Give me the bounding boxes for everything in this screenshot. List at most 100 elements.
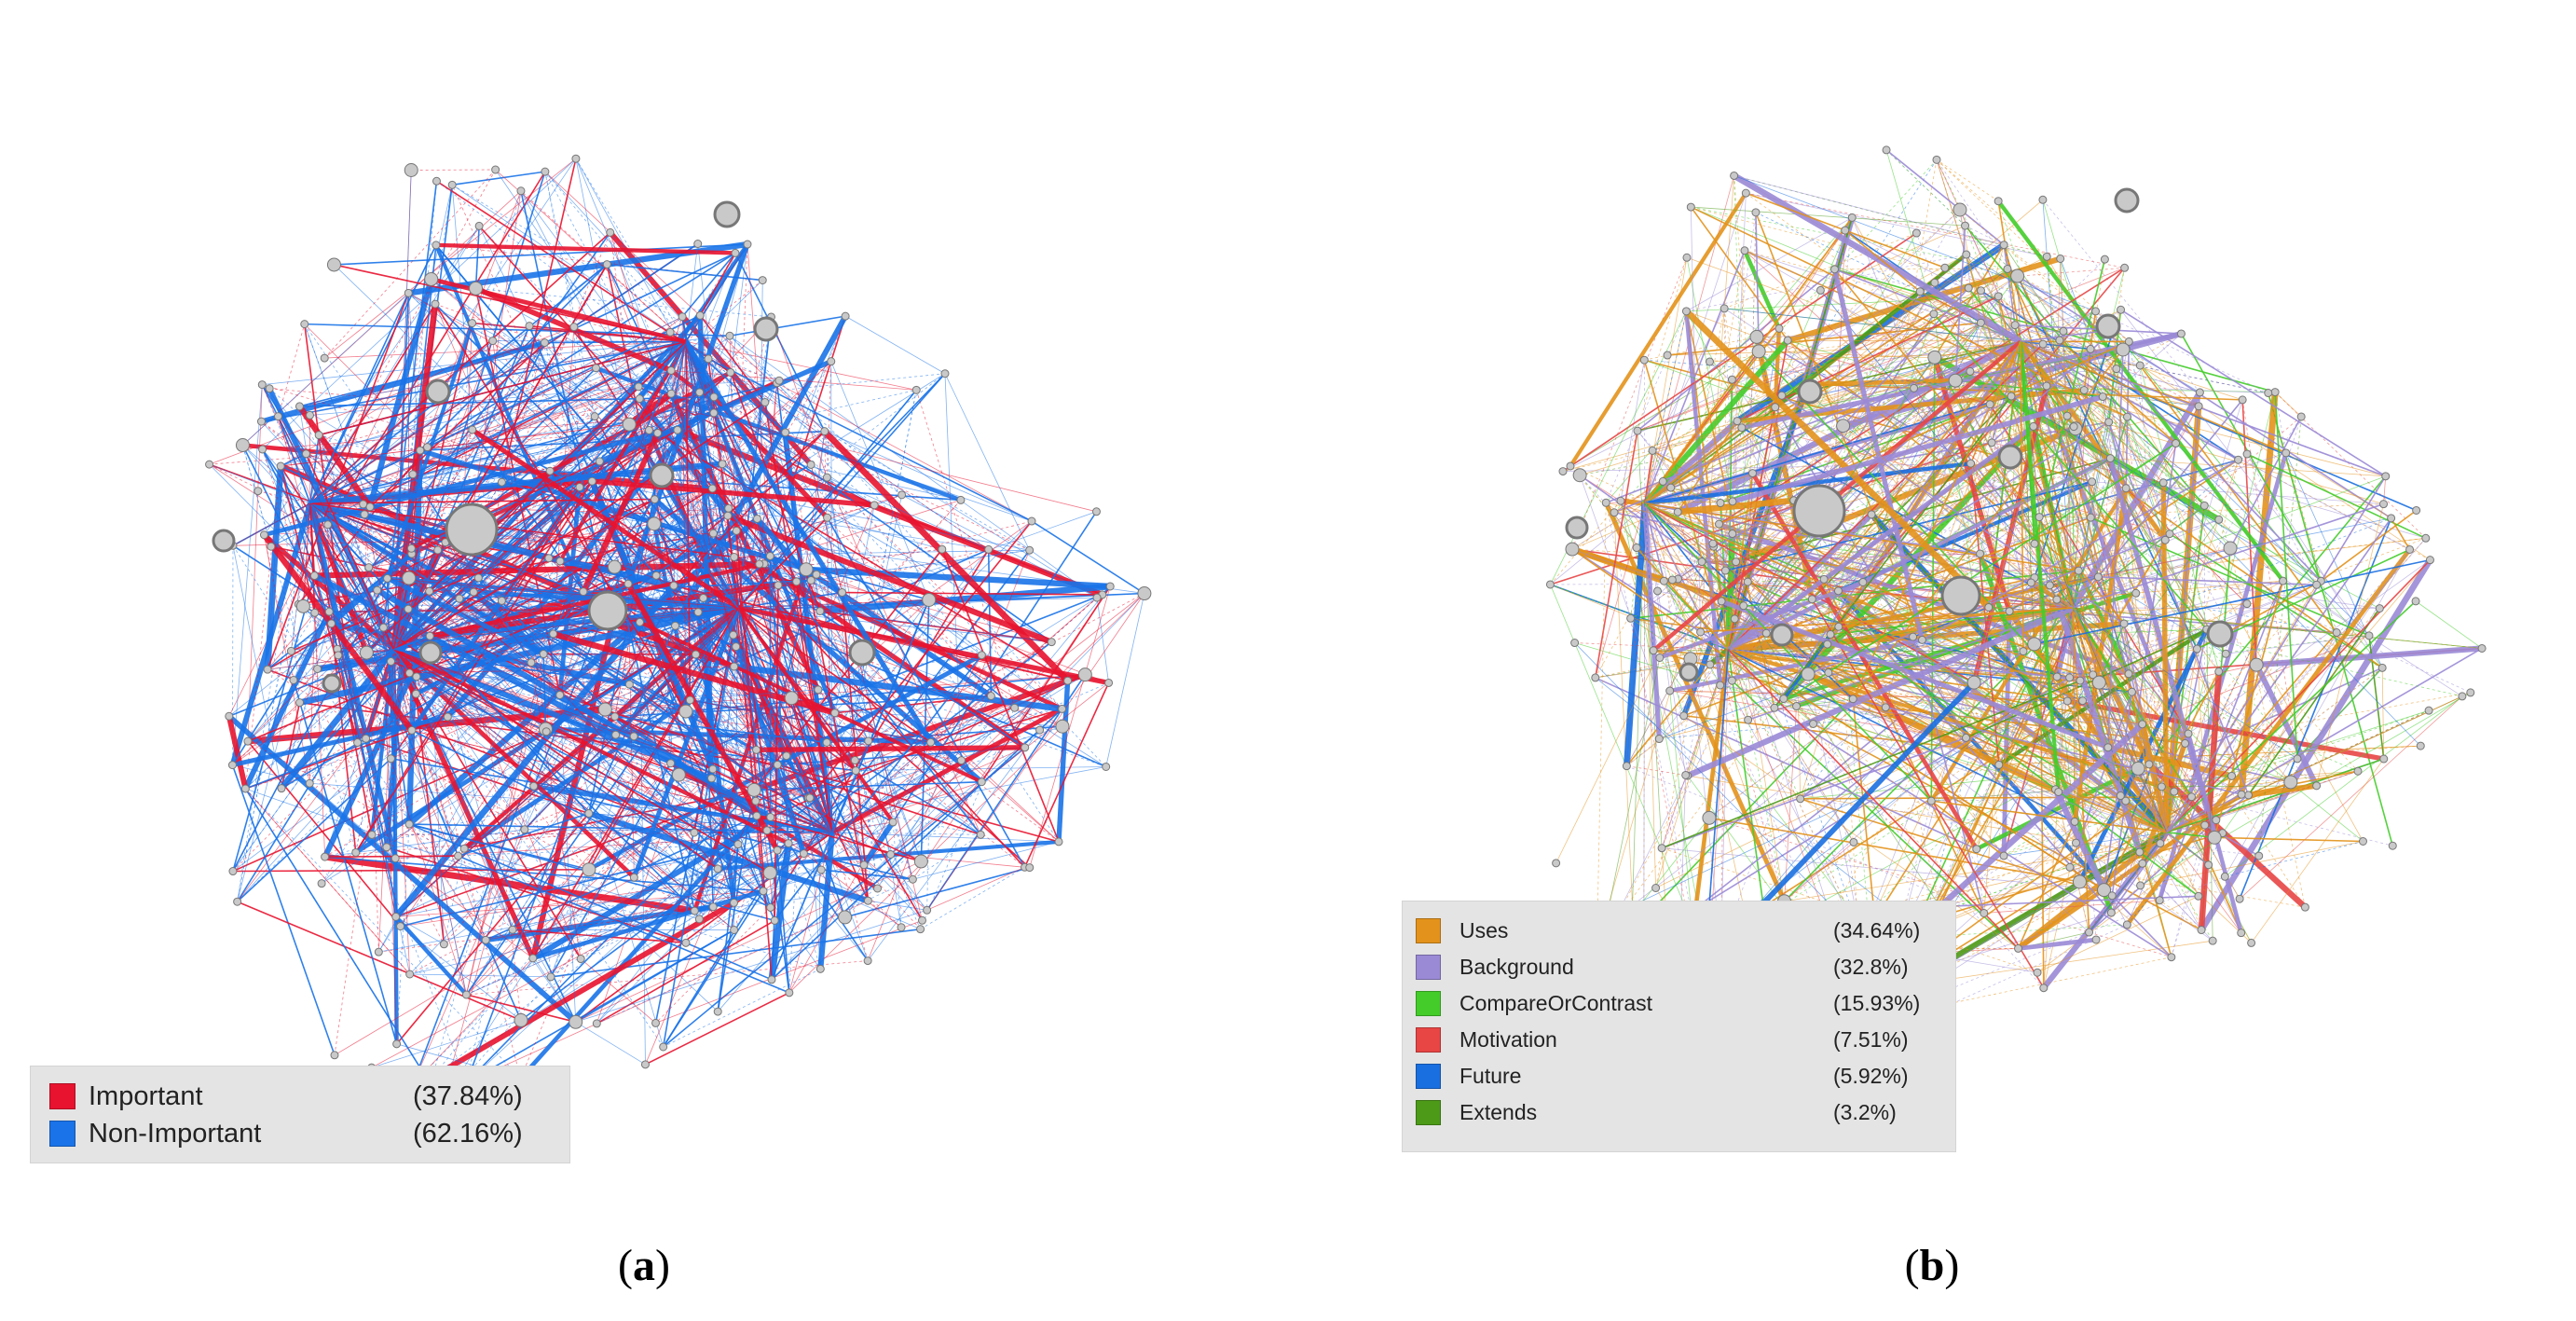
edge: [1683, 715, 2019, 949]
edge: [1741, 427, 1966, 738]
edge: [2034, 258, 2106, 544]
edge: [1936, 159, 2048, 257]
node: [2388, 841, 2397, 850]
edge: [2098, 519, 2220, 683]
edge: [2166, 695, 2463, 833]
node: [1740, 246, 1749, 255]
edge: [383, 627, 459, 857]
node: [822, 473, 831, 482]
edge: [808, 797, 922, 862]
node: [917, 915, 926, 925]
edge: [1747, 268, 1835, 583]
node: [762, 865, 777, 880]
node: [265, 384, 274, 393]
edge: [299, 649, 394, 704]
edge: [309, 342, 545, 504]
node: [544, 554, 554, 563]
node: [2220, 872, 2229, 881]
edge: [1613, 244, 2005, 514]
edge: [2022, 651, 2144, 864]
node: [938, 544, 947, 554]
edge: [1720, 626, 1840, 948]
edge: [2173, 709, 2430, 792]
edge: [559, 316, 683, 695]
edge: [1669, 250, 1746, 692]
node: [704, 354, 713, 364]
edge: [2247, 608, 2380, 796]
edge: [337, 654, 388, 847]
node: [383, 573, 392, 583]
legend-swatch: [1416, 1100, 1441, 1125]
edge: [1998, 764, 2291, 783]
node: [732, 526, 741, 535]
node: [767, 975, 776, 984]
edge: [304, 323, 479, 579]
node: [1686, 202, 1695, 212]
node: [392, 1039, 402, 1049]
edge: [2285, 452, 2391, 519]
edge: [1800, 698, 1854, 800]
node: [2100, 255, 2109, 264]
edge: [685, 341, 779, 585]
node: [2116, 791, 2125, 801]
node: [812, 570, 821, 579]
edge: [309, 502, 734, 667]
legend-item: Future (5.92%): [1403, 1058, 1955, 1094]
node: [2425, 556, 2434, 565]
edge: [685, 341, 917, 391]
node: [1663, 351, 1672, 360]
node: [408, 470, 418, 479]
edge: [1922, 640, 2071, 868]
node: [317, 879, 326, 888]
edge: [393, 649, 739, 846]
edge: [372, 832, 832, 835]
node: [447, 180, 457, 189]
node: [592, 1019, 601, 1028]
edge: [1747, 581, 1913, 638]
node: [751, 796, 760, 805]
edge: [2226, 635, 2370, 654]
node: [666, 389, 676, 398]
edge: [1690, 658, 1721, 948]
node: [1751, 344, 1766, 359]
node: [432, 176, 441, 186]
edge: [573, 326, 581, 488]
node: [1027, 516, 1036, 526]
edge: [261, 384, 308, 455]
node: [1807, 595, 1816, 604]
edge: [712, 654, 982, 770]
edge: [357, 666, 734, 743]
edge: [685, 341, 982, 655]
edge: [2125, 800, 2202, 930]
edge: [309, 423, 630, 504]
edge: [363, 503, 394, 650]
node: [1648, 446, 1657, 455]
edge: [788, 832, 832, 845]
node: [2122, 920, 2131, 929]
edge: [1885, 149, 2005, 246]
edge: [261, 340, 687, 422]
edge: [764, 402, 833, 833]
edge: [1997, 296, 2035, 578]
edge: [1934, 267, 2125, 283]
node: [323, 520, 333, 530]
node: [1035, 725, 1045, 735]
node: [2283, 775, 2298, 790]
node: [491, 165, 500, 174]
edge: [1813, 723, 2167, 833]
legend-swatch: [1416, 991, 1441, 1016]
node: [1716, 681, 1725, 690]
node: [267, 542, 276, 551]
legend-percent: (3.2%): [1833, 1100, 1897, 1124]
edge: [737, 607, 1068, 681]
edge: [245, 788, 410, 975]
edge: [1732, 501, 1932, 802]
edge: [437, 549, 719, 870]
edge: [245, 788, 687, 943]
node: [2194, 402, 2203, 411]
edge: [1991, 442, 2292, 783]
edge: [831, 781, 982, 833]
node: [766, 813, 775, 822]
edge: [466, 960, 869, 996]
edge: [1613, 502, 1645, 514]
